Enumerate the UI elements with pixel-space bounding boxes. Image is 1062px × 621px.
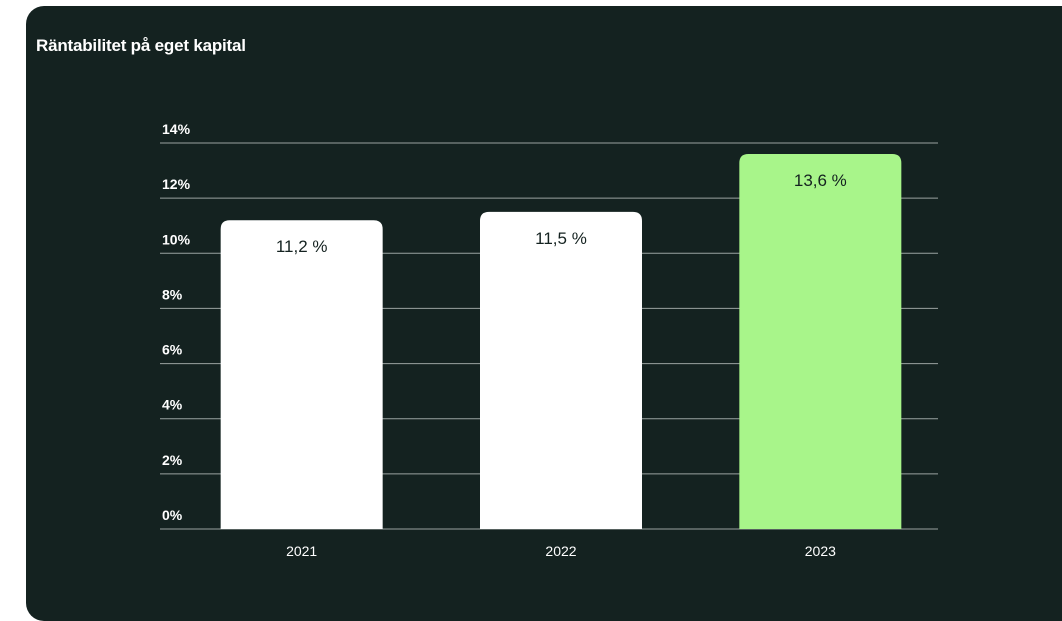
data-label-2021: 11,2 % [276, 237, 328, 256]
chart-title: Räntabilitet på eget kapital [36, 36, 246, 55]
data-label-2023: 13,6 % [794, 171, 847, 190]
bar-2021 [220, 220, 383, 529]
y-tick-label-4: 4% [162, 397, 183, 413]
y-tick-label-8: 8% [162, 286, 183, 302]
x-tick-label-2021: 2021 [286, 543, 317, 559]
y-tick-label-12: 12% [162, 176, 191, 192]
y-tick-label-6: 6% [162, 342, 183, 358]
y-tick-label-10: 10% [162, 231, 191, 247]
x-axis-labels: 2021 2022 2023 [286, 543, 836, 559]
y-tick-label-14: 14% [162, 121, 191, 137]
bar-2022 [480, 211, 642, 529]
chart-card: Räntabilitet på eget kapital 0% 2% 4% 6% 8% 1… [26, 6, 1062, 621]
y-tick-label-2: 2% [162, 452, 183, 468]
x-tick-label-2022: 2022 [545, 543, 576, 559]
bar-chart: 0% 2% 4% 6% 8% 10% 12% 14% 11,2 % 11,5 % 13,6 % 2… [160, 121, 938, 559]
y-tick-label-0: 0% [162, 507, 183, 523]
bar-2023 [739, 154, 902, 529]
data-label-2022: 11,5 % [535, 229, 587, 248]
x-tick-label-2023: 2023 [805, 543, 836, 559]
y-axis-ticks: 0% 2% 4% 6% 8% 10% 12% 14% [162, 121, 191, 523]
bars: 11,2 % 11,5 % 13,6 % [220, 154, 902, 529]
